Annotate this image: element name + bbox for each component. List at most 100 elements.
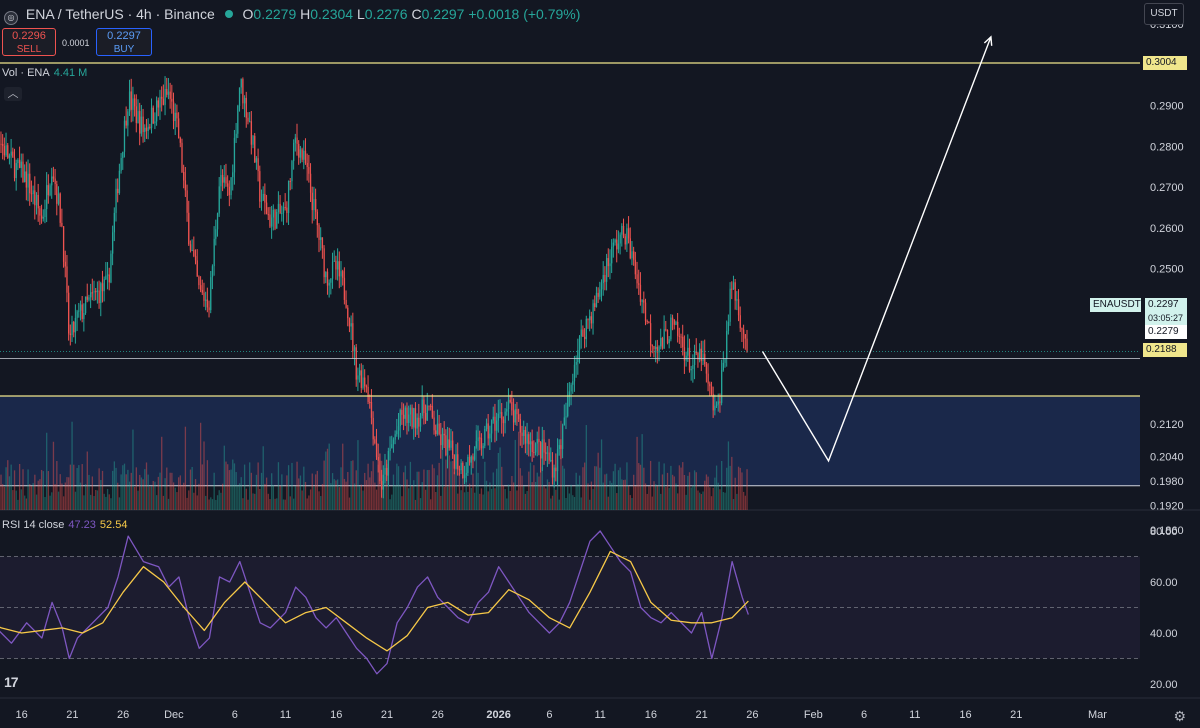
volume-bar xyxy=(545,488,547,510)
volume-bar xyxy=(558,499,560,510)
candle-body xyxy=(147,126,149,132)
candle-body xyxy=(430,405,432,407)
tradingview-logo[interactable]: 17 xyxy=(4,674,19,690)
candle-body xyxy=(548,452,550,461)
volume-bar xyxy=(578,475,581,510)
candle-body xyxy=(523,429,525,436)
candle-body xyxy=(115,188,117,213)
volume-bar xyxy=(512,482,515,510)
candle-body xyxy=(589,316,591,321)
volume-bar xyxy=(147,474,149,510)
candle-body xyxy=(250,121,253,145)
volume-bar xyxy=(653,481,655,510)
candle-body xyxy=(372,417,374,440)
candle-body xyxy=(436,423,439,435)
volume-bar xyxy=(347,472,349,510)
candle-body xyxy=(149,126,151,128)
volume-legend[interactable]: Vol · ENA 4.41 M xyxy=(2,67,87,79)
candle-body xyxy=(7,145,9,158)
volume-bar xyxy=(320,496,322,510)
candle-body xyxy=(546,452,549,454)
candle-body xyxy=(247,117,249,122)
volume-bar xyxy=(737,466,740,510)
volume-legend-label: Vol · ENA xyxy=(2,67,50,79)
candle-body xyxy=(189,244,192,251)
volume-bar xyxy=(259,488,261,510)
sell-button[interactable]: 0.2296 SELL xyxy=(2,28,56,56)
candle-body xyxy=(12,151,14,158)
volume-bar xyxy=(303,466,305,510)
volume-bar xyxy=(145,462,148,510)
volume-bar xyxy=(287,465,290,510)
currency-button[interactable]: USDT xyxy=(1144,3,1184,25)
candle-body xyxy=(203,292,205,301)
rsi-legend[interactable]: RSI 14 close 47.23 52.54 xyxy=(2,519,127,531)
volume-bar xyxy=(120,474,122,510)
candle-body xyxy=(719,401,721,403)
candle-body xyxy=(389,448,391,451)
volume-bar xyxy=(137,490,139,510)
candle-body xyxy=(172,101,175,122)
candle-body xyxy=(90,292,92,298)
volume-bar xyxy=(597,452,599,510)
candle-body xyxy=(386,468,388,476)
candle-body xyxy=(629,238,631,259)
volume-bar xyxy=(626,462,628,510)
candle-body xyxy=(71,322,73,336)
candle-body xyxy=(582,329,584,337)
volume-bar xyxy=(465,462,467,510)
candle-body xyxy=(127,111,129,126)
volume-bar xyxy=(715,465,718,510)
candle-body xyxy=(570,384,572,392)
volume-bar xyxy=(213,472,215,510)
candle-body xyxy=(458,469,461,471)
candle-body xyxy=(475,441,478,447)
candle-body xyxy=(333,260,335,262)
candle-body xyxy=(206,299,209,308)
candle-body xyxy=(106,274,109,276)
volume-bar xyxy=(150,486,153,510)
candle-body xyxy=(722,362,725,371)
chevron-up-icon[interactable]: ︿ xyxy=(4,87,22,101)
volume-bar xyxy=(250,472,253,510)
price-tick-label: 0.2700 xyxy=(1150,182,1184,194)
volume-bar xyxy=(462,477,464,510)
candle-body xyxy=(252,135,254,145)
candle-body xyxy=(633,251,635,260)
volume-bar xyxy=(262,446,264,510)
candle-body xyxy=(480,438,483,449)
symbol-title[interactable]: ENA / TetherUS · 4h · Binance xyxy=(25,6,215,22)
last-price-tag: 0.2297 xyxy=(1145,298,1187,312)
candle-body xyxy=(140,116,143,134)
candle-body xyxy=(409,407,412,415)
gear-icon[interactable]: ⚙ xyxy=(1173,708,1186,724)
candle-body xyxy=(162,98,165,105)
candle-body xyxy=(345,299,347,308)
candle-body xyxy=(648,321,650,324)
candle-body xyxy=(741,328,743,330)
volume-bar xyxy=(436,475,439,510)
volume-bar xyxy=(726,467,728,510)
volume-bar xyxy=(682,462,684,510)
volume-bar xyxy=(570,484,572,510)
candle-body xyxy=(565,416,567,418)
candle-body xyxy=(118,170,121,194)
candle-body xyxy=(714,405,716,411)
candle-body xyxy=(617,243,620,250)
time-tick-label: 21 xyxy=(696,709,708,721)
volume-bar xyxy=(590,481,593,510)
volume-bar xyxy=(169,472,171,510)
candle-body xyxy=(335,260,337,270)
volume-bar xyxy=(276,498,278,510)
buy-button[interactable]: 0.2297 BUY xyxy=(96,28,152,56)
volume-bar xyxy=(177,477,180,510)
volume-bar xyxy=(744,495,746,510)
price-tick-label: 0.2040 xyxy=(1150,451,1184,463)
volume-bar xyxy=(391,494,393,510)
candle-body xyxy=(414,408,417,429)
high-value: 0.2304 xyxy=(310,6,354,22)
candle-body xyxy=(660,338,662,347)
volume-bar xyxy=(326,448,329,510)
volume-bar xyxy=(318,491,320,510)
volume-bar xyxy=(614,463,616,510)
